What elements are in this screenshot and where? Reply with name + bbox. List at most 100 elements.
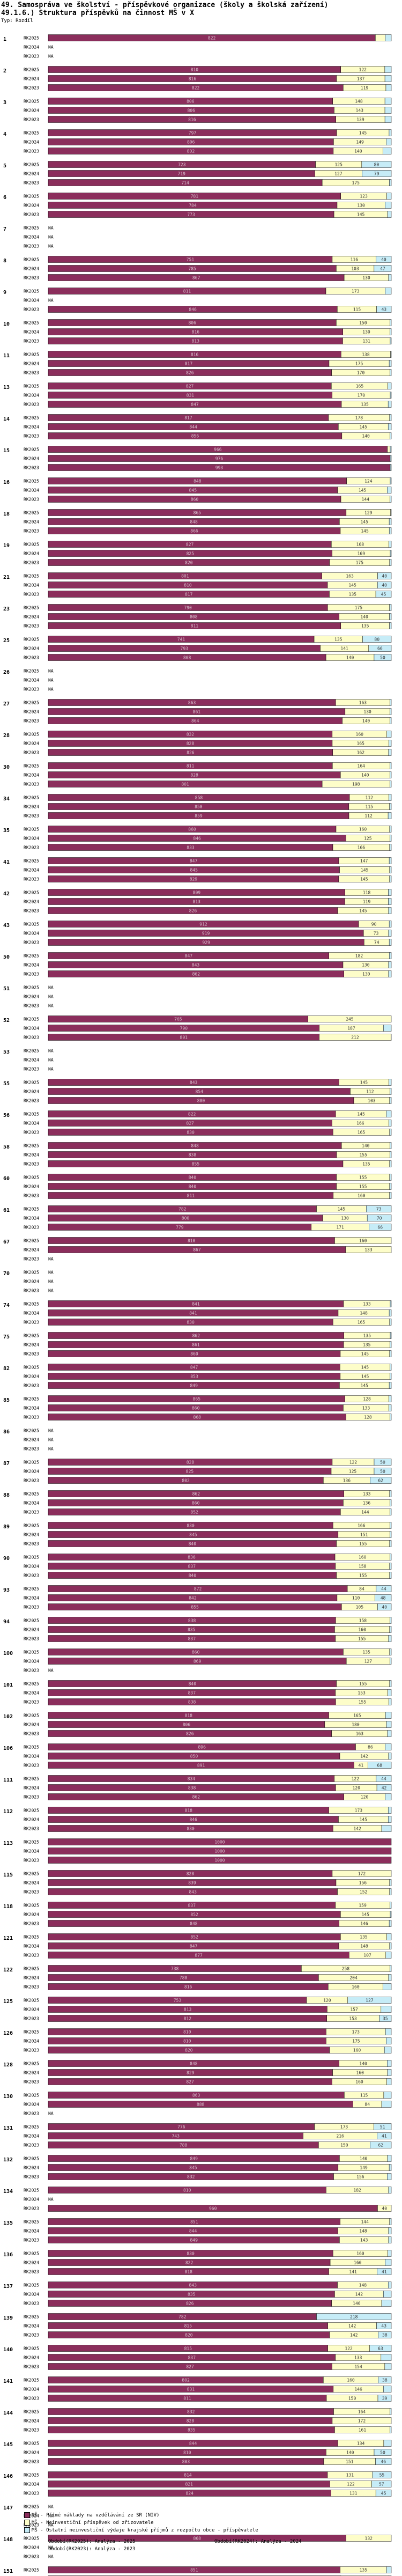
bar-value-label: 811 [187,1194,195,1198]
period-label: RK2023 [24,1922,39,1926]
bar-value-label: 144 [361,2220,369,2225]
bar-value-label: 122 [359,68,367,72]
period-label: RK2025 [24,1650,39,1655]
bar-value-label: 835 [188,2428,196,2433]
period-label: RK2023 [24,2016,39,2021]
bar-value-label: 160 [356,2251,364,2256]
bar-value-label: 40 [381,257,386,262]
na-label: NA [48,1004,54,1009]
bar-value-label: 853 [190,1374,198,1379]
group-label: 30 [3,764,10,770]
period-label: RK2023 [24,1668,39,1673]
bar-value-label: 148 [360,1944,368,1949]
bar-value-label: 877 [195,1953,203,1958]
period-label: RK2024 [24,203,39,208]
bar-value-label: 50 [380,1460,385,1465]
bar-value-label: 48 [381,1596,386,1601]
bar-value-label: 66 [377,1225,383,1230]
period-label: RK2024 [24,330,39,335]
bar-value-label: 103 [368,1099,376,1103]
bar-segment [376,1585,392,1592]
bar-value-label: 160 [353,2048,361,2053]
bar-value-label: 822 [192,86,200,91]
bar-value-label: 867 [192,276,200,281]
period-label: RK2025 [24,2157,39,2161]
group-label: 5 [3,163,6,169]
bar-value-label: 145 [360,877,368,882]
period-label: RK2025 [24,2505,39,2509]
bar-segment [390,464,392,471]
bar-segment [390,550,392,557]
bar-value-label: 50 [380,656,385,660]
period-label: RK2024 [24,362,39,366]
bar-value-label: 846 [189,307,197,312]
group-label: 141 [3,2379,13,2384]
na-label: NA [48,54,54,59]
period-label: RK2025 [24,1492,39,1497]
group-label: 113 [3,1841,13,1846]
period-label: RK2025 [24,1365,39,1370]
bar-value-label: 817 [185,362,193,366]
bar-value-label: 809 [193,890,201,895]
bar-value-label: 155 [359,1184,367,1189]
period-label: RK2025 [24,606,39,610]
bar-value-label: 847 [190,1365,198,1370]
bar-segment [346,2535,392,2542]
bar-value-label: 68 [377,1763,382,1768]
bar-value-label: 73 [374,931,379,936]
period-label: RK2025 [24,226,39,231]
bar-value-label: 821 [185,2482,193,2487]
period-label: RK2025 [24,1872,39,1876]
bar-value-label: 144 [361,1510,369,1515]
bar-value-label: 169 [358,551,366,556]
period-label: RK2024 [24,2356,39,2360]
period-label: RK2025 [24,2093,39,2098]
group-label: 132 [3,2157,13,2163]
group-label: 130 [3,2094,13,2100]
bar-segment [389,2218,392,2225]
bar-value-label: 851 [190,2220,198,2225]
period-label: RK2023 [24,1858,39,1863]
bar-value-label: 35 [383,2016,388,2021]
group-label: 16 [3,480,10,485]
period-label: RK2025 [24,321,39,326]
period-label: RK2024 [24,2324,39,2329]
bar-segment [389,1888,392,1895]
bar-value-label: 45 [381,2491,386,2496]
bar-segment [371,2481,392,2487]
bar-value-label: 790 [184,606,192,610]
bar-segment [370,2141,392,2148]
group-label: 93 [3,1587,10,1593]
group-label: 112 [3,1809,13,1815]
bar-segment [389,129,392,136]
bar-value-label: 812 [184,2016,192,2021]
bar-value-label: 152 [360,1890,368,1895]
bar-value-label: 993 [215,466,224,470]
period-label: RK2023 [24,1352,39,1357]
group-label: 88 [3,1492,10,1498]
period-label: RK2024 [24,963,39,968]
bar-segment [385,34,392,41]
bar-segment [374,2449,392,2456]
bar-value-label: 840 [189,1175,197,1180]
na-label: NA [48,1279,54,1284]
period-label: RK2024 [24,140,39,145]
bar-segment [389,740,392,747]
bar-segment [381,2101,392,2108]
period-label: RK2023 [24,307,39,312]
bar-segment [390,1414,392,1421]
group-label: 21 [3,575,10,580]
bar-value-label: 859 [195,814,203,819]
bar-value-label: 845 [189,1533,197,1537]
bar-segment [390,2408,392,2415]
period-label: RK2024 [24,1849,39,1854]
period-label: RK2023 [24,244,39,249]
period-label: RK2025 [24,1587,39,1592]
period-label: RK2025 [24,732,39,737]
group-label: 35 [3,828,10,834]
bar-value-label: 130 [363,710,371,715]
bar-value-label: 801 [181,574,189,579]
bar-segment [376,306,392,313]
bar-value-label: 919 [202,931,210,936]
period-label: RK2024 [24,995,39,999]
